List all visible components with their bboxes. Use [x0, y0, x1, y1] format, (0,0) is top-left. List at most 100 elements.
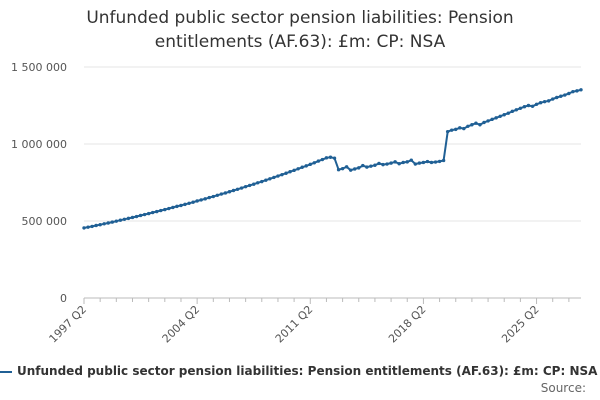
data-point[interactable]	[579, 88, 583, 92]
data-point[interactable]	[449, 128, 454, 132]
data-point[interactable]	[486, 119, 490, 123]
data-point[interactable]	[454, 127, 458, 132]
data-point[interactable]	[502, 113, 506, 117]
data-point[interactable]	[292, 168, 296, 173]
data-point[interactable]	[421, 160, 426, 165]
data-point[interactable]	[336, 168, 341, 172]
data-point[interactable]	[268, 177, 272, 181]
data-point[interactable]	[551, 97, 555, 101]
data-point[interactable]	[357, 166, 361, 170]
data-point[interactable]	[397, 162, 401, 166]
data-point[interactable]	[207, 195, 211, 200]
data-point[interactable]	[377, 161, 381, 166]
data-point[interactable]	[231, 188, 236, 193]
data-point[interactable]	[478, 123, 482, 127]
data-point[interactable]	[159, 208, 163, 213]
data-point[interactable]	[534, 102, 539, 106]
data-point[interactable]	[252, 182, 256, 186]
data-point[interactable]	[324, 156, 329, 160]
data-point[interactable]	[264, 178, 268, 182]
data-point[interactable]	[369, 164, 373, 168]
data-point[interactable]	[191, 200, 195, 204]
data-point[interactable]	[284, 171, 288, 175]
data-point[interactable]	[510, 109, 515, 114]
data-point[interactable]	[114, 219, 119, 223]
data-point[interactable]	[538, 101, 543, 105]
data-point[interactable]	[389, 161, 393, 165]
data-point[interactable]	[199, 198, 203, 202]
data-point[interactable]	[555, 95, 559, 100]
data-point[interactable]	[405, 160, 409, 164]
data-point[interactable]	[373, 163, 377, 167]
data-point[interactable]	[425, 159, 430, 164]
data-point[interactable]	[546, 99, 551, 103]
data-point[interactable]	[102, 222, 106, 226]
data-point[interactable]	[575, 89, 579, 93]
data-point[interactable]	[187, 201, 191, 205]
data-point[interactable]	[308, 162, 312, 167]
data-point[interactable]	[167, 206, 171, 211]
data-point[interactable]	[526, 103, 531, 108]
data-point[interactable]	[458, 126, 462, 130]
data-point[interactable]	[518, 106, 523, 110]
data-point[interactable]	[142, 212, 147, 217]
data-point[interactable]	[179, 203, 183, 208]
data-point[interactable]	[235, 187, 240, 191]
data-point[interactable]	[239, 186, 244, 190]
data-point[interactable]	[171, 205, 175, 210]
data-point[interactable]	[320, 157, 325, 162]
data-point[interactable]	[195, 199, 199, 203]
data-point[interactable]	[413, 162, 418, 166]
data-point[interactable]	[203, 197, 207, 201]
data-point[interactable]	[490, 117, 494, 122]
data-point[interactable]	[134, 214, 139, 219]
data-point[interactable]	[417, 161, 422, 165]
data-point[interactable]	[122, 217, 127, 222]
data-point[interactable]	[514, 108, 519, 112]
data-point[interactable]	[429, 160, 434, 165]
data-point[interactable]	[211, 194, 216, 199]
data-point[interactable]	[280, 172, 284, 177]
data-point[interactable]	[110, 220, 114, 224]
data-point[interactable]	[328, 155, 333, 159]
data-point[interactable]	[247, 183, 252, 188]
data-point[interactable]	[130, 215, 135, 220]
data-point[interactable]	[304, 164, 308, 168]
data-point[interactable]	[353, 167, 357, 171]
data-point[interactable]	[272, 175, 276, 180]
data-point[interactable]	[542, 99, 547, 104]
data-point[interactable]	[94, 223, 98, 228]
data-point[interactable]	[260, 179, 264, 184]
data-point[interactable]	[223, 191, 228, 195]
data-point[interactable]	[470, 123, 474, 127]
data-point[interactable]	[219, 192, 224, 196]
data-point[interactable]	[409, 158, 413, 162]
data-point[interactable]	[506, 111, 510, 115]
data-point[interactable]	[175, 204, 179, 209]
data-point[interactable]	[530, 104, 535, 108]
data-point[interactable]	[474, 121, 478, 125]
data-point[interactable]	[86, 225, 90, 229]
data-point[interactable]	[365, 165, 369, 169]
data-point[interactable]	[332, 156, 337, 160]
data-point[interactable]	[82, 226, 86, 230]
data-point[interactable]	[437, 159, 442, 164]
data-point[interactable]	[98, 222, 102, 227]
data-point[interactable]	[385, 162, 389, 166]
data-point[interactable]	[441, 158, 446, 163]
data-point[interactable]	[563, 93, 567, 97]
data-point[interactable]	[276, 174, 280, 178]
data-point[interactable]	[348, 168, 353, 172]
data-point[interactable]	[243, 184, 248, 189]
data-point[interactable]	[312, 161, 317, 165]
data-point[interactable]	[118, 218, 123, 222]
data-point[interactable]	[522, 105, 527, 109]
data-point[interactable]	[571, 89, 575, 94]
data-point[interactable]	[138, 213, 143, 218]
data-point[interactable]	[498, 114, 502, 118]
data-point[interactable]	[559, 94, 563, 98]
data-point[interactable]	[433, 160, 438, 164]
data-point[interactable]	[227, 190, 232, 194]
data-point[interactable]	[482, 120, 486, 125]
data-point[interactable]	[462, 126, 466, 131]
